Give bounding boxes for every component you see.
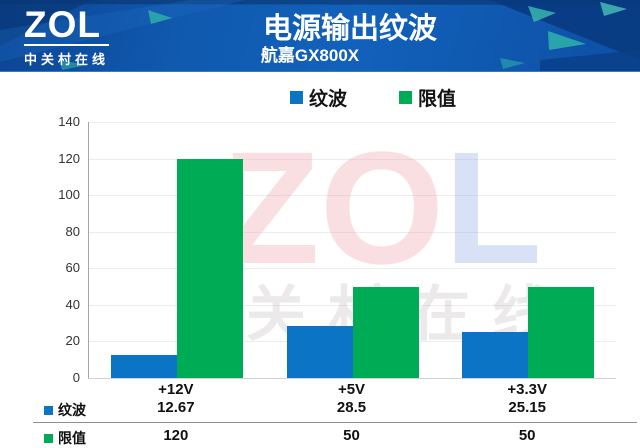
bar-限值-+12V [176,158,243,378]
limit-square-icon [44,433,53,443]
header-decoration [0,0,640,71]
bar-限值-+5V [352,286,419,378]
ripple-swatch-icon [290,91,303,104]
table-row-values-limit: 120 50 50 [88,427,615,444]
y-tick-40: 40 [65,296,80,312]
chart-legend: 纹波 限值 [290,84,456,111]
gridline-100 [89,195,616,197]
legend-item-ripple: 纹波 [290,84,347,111]
y-tick-20: 20 [65,333,80,349]
page-subtitle: 航嘉GX800X [260,46,360,65]
page-title: 电源输出纹波 [262,13,437,45]
gridline-140 [89,122,616,123]
gridline-60 [89,268,616,270]
x-tick-+3.3V: +3.3V [507,381,547,398]
y-tick-80: 80 [65,223,80,239]
zol-logo-text: ZOL [24,4,101,45]
gridline-120 [89,158,616,160]
legend-label-ripple: 纹波 [309,89,348,110]
y-tick-60: 60 [65,260,80,276]
table-value-纹波-+3.3V: 25.15 [508,399,546,416]
x-tick-+5V: +5V [337,381,366,398]
zol-logo: ZOL 中关村在线 [24,4,110,68]
bar-限值-+3.3V [528,286,595,378]
zol-logo-subtext: 中关村在线 [24,44,110,68]
gridline-80 [89,231,616,233]
limit-swatch-icon [399,91,413,104]
table-value-限值-+12V: 120 [163,427,189,444]
table-row-label-limit: 限值 [44,428,86,448]
bar-group-+5V [265,122,441,378]
plot-area [88,122,616,379]
y-tick-100: 100 [58,187,80,203]
table-row-label-ripple: 纹波 [44,400,86,420]
table-value-纹波-+5V: 28.5 [336,399,367,416]
table-value-限值-+5V: 50 [343,427,360,444]
x-tick-+12V: +12V [158,381,194,398]
table-row-values-ripple: 12.67 28.5 25.15 [88,399,615,416]
table-value-纹波-+12V: 12.67 [157,399,195,416]
legend-label-limit: 限值 [418,89,457,110]
table-row-label-text: 限值 [58,430,86,446]
x-axis-labels: +12V +5V +3.3V [88,381,615,398]
bar-纹波-+12V [110,354,177,378]
header-banner: ZOL 中关村在线 电源输出纹波 航嘉GX800X [0,0,640,72]
table-separator [33,422,637,423]
ripple-square-icon [44,405,53,415]
bar-group-+12V [89,122,265,378]
y-tick-120: 120 [58,150,80,166]
legend-item-limit: 限值 [399,84,456,111]
bar-纹波-+3.3V [462,332,529,378]
table-value-限值-+3.3V: 50 [518,427,536,444]
table-row-label-text: 纹波 [58,402,86,418]
bars-layer [89,122,616,378]
bar-纹波-+5V [286,325,353,378]
bar-group-+3.3V [440,122,616,378]
y-tick-140: 140 [58,114,80,129]
y-tick-0: 0 [72,370,80,385]
